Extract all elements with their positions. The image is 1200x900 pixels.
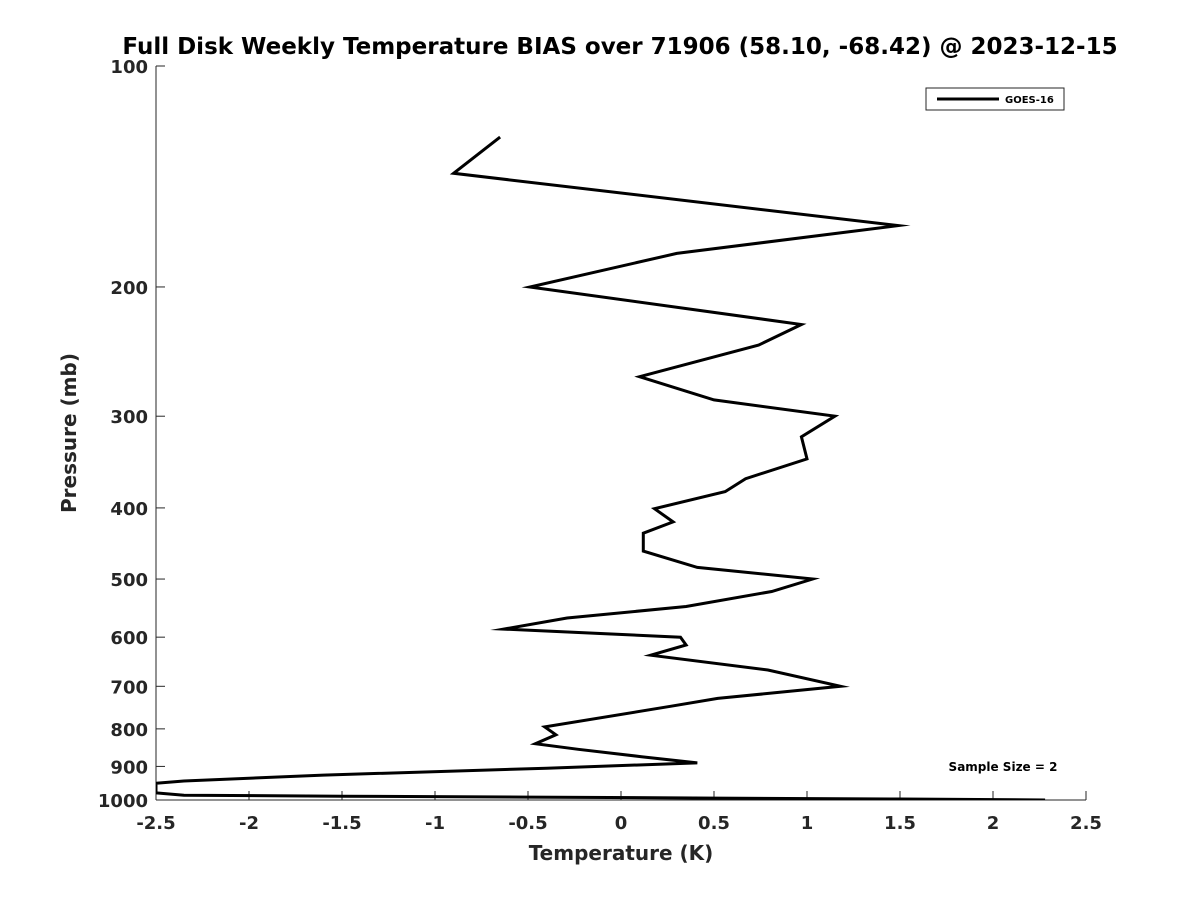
x-tick-label: 2 (987, 813, 1000, 834)
y-tick-label: 800 (110, 720, 148, 741)
y-tick-label: 900 (110, 757, 148, 778)
x-tick-label: 0 (615, 813, 628, 834)
x-tick-label: 1 (801, 813, 814, 834)
y-tick-label: 600 (110, 628, 148, 649)
x-tick-label: 1.5 (884, 813, 916, 834)
y-tick-label: 200 (110, 278, 148, 299)
sample-size-annotation: Sample Size = 2 (949, 760, 1058, 774)
legend: GOES-16 (925, 87, 1065, 111)
y-tick-label: 100 (110, 57, 148, 78)
y-tick-label: 300 (110, 407, 148, 428)
x-tick-label: -0.5 (508, 813, 547, 834)
y-axis-label: Pressure (mb) (57, 353, 81, 513)
x-tick-label: 0.5 (698, 813, 730, 834)
legend-label-goes-16: GOES-16 (1005, 95, 1054, 106)
series-line-goes-16 (156, 135, 1046, 800)
x-tick-label: -2.5 (136, 813, 175, 834)
y-tick-label: 700 (110, 677, 148, 698)
series-layer (156, 135, 1046, 800)
x-tick-label: -1 (425, 813, 445, 834)
y-axis-ticks: 100 200 300 400 500 600 700 800 900 1000 (98, 57, 165, 812)
chart-title: Full Disk Weekly Temperature BIAS over 7… (122, 34, 1117, 60)
y-tick-label: 400 (110, 499, 148, 520)
x-tick-label: -2 (239, 813, 259, 834)
x-tick-label: 2.5 (1070, 813, 1102, 834)
y-tick-label: 500 (110, 570, 148, 591)
x-tick-label: -1.5 (322, 813, 361, 834)
x-axis-label: Temperature (K) (529, 841, 714, 865)
y-tick-label: 1000 (98, 791, 148, 812)
